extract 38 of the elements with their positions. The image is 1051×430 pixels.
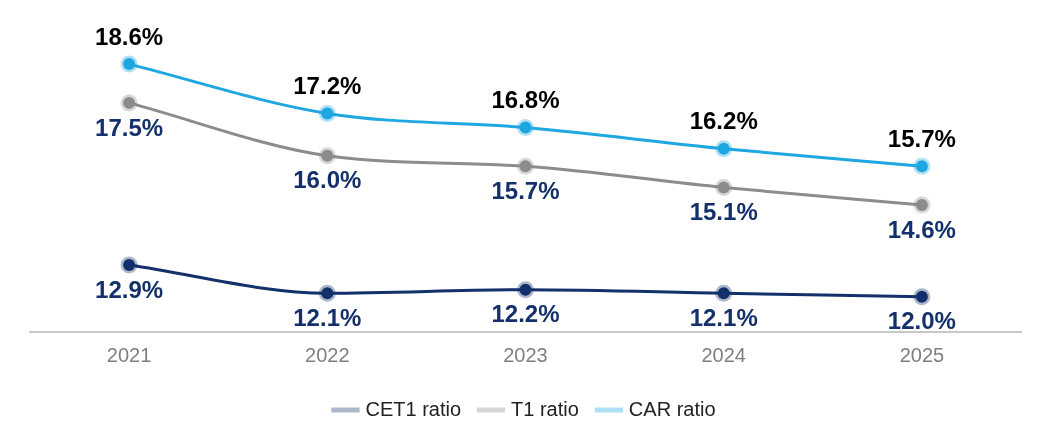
data-label: 16.8% [491,86,560,114]
point [120,256,138,274]
legend-label: CET1 ratio [365,397,462,420]
x-tick-label: 2023 [503,343,548,366]
data-label: 15.1% [689,198,758,226]
point [715,140,733,158]
point [318,147,336,165]
point [318,284,336,302]
point [318,104,336,122]
point [913,288,931,306]
legend-label: CAR ratio [628,397,716,420]
data-label: 15.7% [491,176,560,204]
point [715,284,733,302]
data-label: 15.7% [887,124,956,152]
point [517,157,534,175]
x-tick-label: 2024 [701,343,746,366]
data-label: 12.2% [491,300,560,328]
data-label: 12.1% [293,303,362,331]
data-label: 18.6% [95,22,164,50]
point [517,281,534,299]
point [715,178,733,196]
data-label: 14.6% [887,215,956,243]
x-tick-label: 2021 [106,343,152,366]
point [120,55,138,73]
point [517,119,534,137]
point [913,196,931,214]
data-label: 17.5% [95,113,164,141]
data-label: 16.0% [293,166,362,194]
data-label: 12.0% [887,307,956,335]
data-label: 12.9% [95,275,164,303]
data-label: 12.1% [689,303,758,331]
point [913,157,931,175]
point [120,94,138,112]
data-label: 16.2% [689,107,758,135]
x-tick-label: 2022 [305,343,350,366]
legend-label: T1 ratio [511,397,579,420]
data-label: 17.2% [293,72,362,100]
x-tick-label: 2025 [899,343,945,366]
